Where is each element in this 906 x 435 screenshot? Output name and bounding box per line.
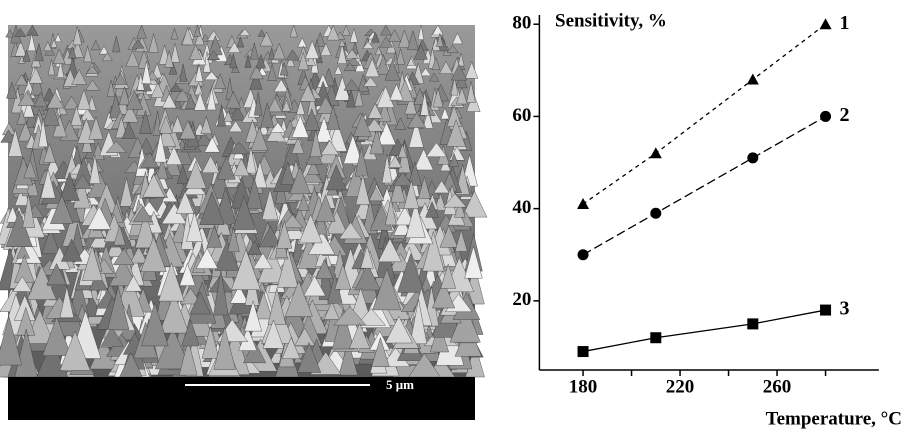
x-tick-label: 260 (763, 376, 792, 397)
marker (747, 152, 758, 163)
series-line (583, 310, 826, 351)
series-label: 1 (840, 12, 850, 34)
marker (747, 74, 759, 85)
figure: 5 μm Sensitivity, % Temperature, °C 20 40… (0, 0, 906, 435)
x-axis-label: Temperature, °C (766, 408, 902, 429)
x-tick-label: 220 (666, 376, 695, 397)
marker (820, 305, 831, 316)
marker (650, 208, 661, 219)
series-line (583, 24, 826, 204)
y-axis-label: Sensitivity, % (555, 10, 667, 31)
y-tick-label: 60 (512, 105, 531, 126)
marker (747, 318, 758, 329)
marker (650, 147, 662, 158)
marker (820, 111, 831, 122)
y-tick-label: 80 (512, 13, 531, 34)
scale-label: 5 μm (386, 377, 414, 392)
page: {"image": {"scale_label": "5 μm"}, "char… (0, 0, 906, 435)
marker (820, 18, 832, 29)
series-label: 3 (840, 298, 850, 320)
y-tick-label: 20 (512, 289, 531, 310)
marker (578, 249, 589, 260)
x-tick-label: 180 (569, 376, 598, 397)
series-label: 2 (840, 104, 850, 126)
micrograph (0, 25, 487, 377)
marker (577, 198, 589, 209)
y-tick-label: 40 (512, 197, 531, 218)
series-line (583, 116, 826, 254)
marker (578, 346, 589, 357)
marker (650, 332, 661, 343)
